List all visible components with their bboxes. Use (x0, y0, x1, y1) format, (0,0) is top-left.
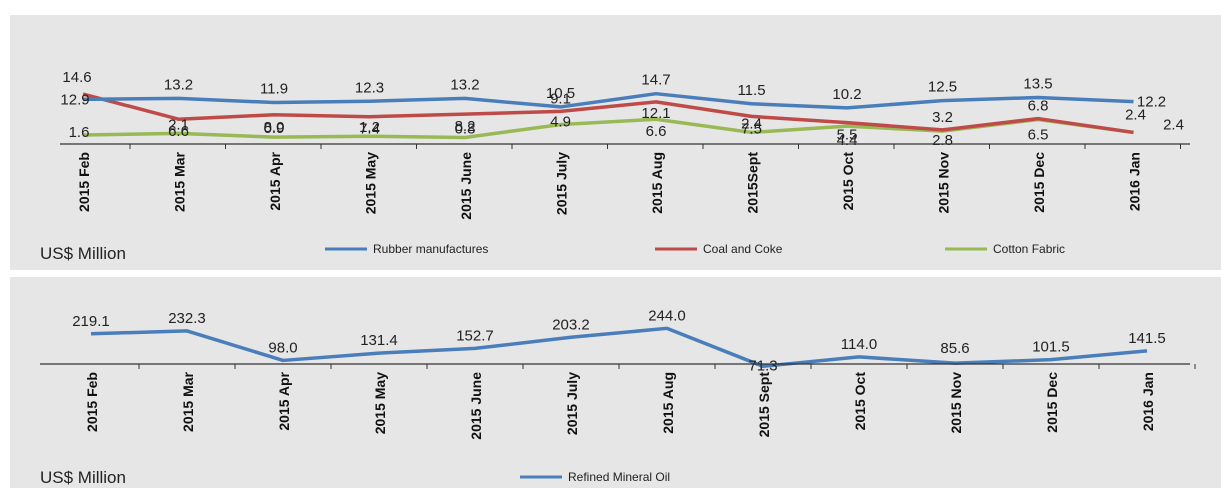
series-line-refined-mineral-oil (90, 326, 1148, 369)
data-label: 219.1 (72, 313, 110, 330)
x-tick-label: 2015 Sept (756, 372, 772, 438)
x-tick-label: 2015 Aug (660, 372, 676, 434)
data-label: 12.9 (60, 91, 89, 108)
x-tick-label: 2015 Feb (76, 152, 92, 212)
data-label: 1.6 (69, 124, 90, 141)
data-label: 11.9 (260, 81, 288, 98)
data-label: 2.4 (741, 115, 762, 132)
data-label: 244.0 (648, 307, 686, 324)
x-tick-label: 2015 Apr (276, 371, 292, 430)
data-label: 14.7 (641, 72, 670, 89)
data-label: 232.3 (168, 310, 206, 327)
data-label: 11.5 (737, 82, 765, 99)
x-tick-label: 2015 Mar (172, 151, 188, 211)
data-label: 4.9 (550, 114, 571, 131)
data-label: 4.4 (837, 132, 858, 149)
data-label: 101.5 (1032, 339, 1070, 356)
data-label: 12.5 (928, 79, 957, 96)
data-label: 6.8 (1028, 98, 1049, 115)
data-label: 98.0 (268, 339, 297, 356)
data-label: 85.6 (940, 340, 969, 357)
legend-label: Coal and Coke (703, 242, 783, 256)
chart-panel-refined-oil (10, 277, 1221, 488)
x-tick-label: 2015Sept (745, 152, 761, 214)
x-tick-label: 2015 May (363, 152, 379, 214)
x-tick-label: 2015 Nov (948, 372, 964, 434)
legend-label: Refined Mineral Oil (568, 470, 670, 484)
data-label: 6.6 (168, 123, 189, 140)
x-tick-label: 2016 Jan (1127, 152, 1143, 211)
series-line-cotton-fabric (82, 117, 1134, 140)
unit-label-1: US$ Million (40, 244, 126, 263)
x-tick-label: 2015 Feb (84, 372, 100, 432)
x-tick-label: 2015 June (458, 152, 474, 220)
data-label: 7.4 (359, 121, 380, 138)
data-label: 9.1 (550, 90, 571, 107)
x-tick-label: 2015 Apr (267, 151, 283, 210)
data-label: 6.5 (1028, 127, 1049, 144)
unit-label-2: US$ Million (40, 468, 126, 487)
x-tick-label: 2015 Oct (852, 372, 868, 431)
data-label: 7.5 (741, 120, 762, 137)
data-label: 10.2 (832, 86, 861, 103)
x-tick-label: 2015 May (372, 372, 388, 434)
data-label: 8.2 (455, 118, 476, 135)
chart-panel-exports (10, 15, 1221, 270)
x-tick-label: 2015 July (554, 152, 570, 215)
x-tick-label: 2015 Oct (840, 152, 856, 211)
x-tick-label: 2015 Dec (1031, 152, 1047, 213)
data-label: 152.7 (456, 327, 494, 344)
x-tick-label: 2015 Mar (180, 371, 196, 431)
data-label: 10.5 (546, 85, 575, 102)
series-line-coal-and-coke (82, 92, 1134, 135)
data-label: 71.3 (748, 357, 777, 374)
data-label: 114.0 (841, 336, 877, 353)
data-label: 12.1 (641, 105, 670, 122)
x-tick-label: 2015 Dec (1044, 372, 1060, 433)
data-label: 14.6 (62, 69, 91, 86)
data-label: 2.4 (1163, 116, 1184, 133)
x-tick-label: 2015 July (564, 372, 580, 435)
x-tick-label: 2015 June (468, 372, 484, 440)
x-tick-label: 2015 Aug (649, 152, 665, 214)
data-label: 3.2 (932, 109, 953, 126)
data-label: 12.2 (1137, 94, 1166, 111)
data-label: 131.4 (360, 332, 398, 349)
data-label: 5.5 (837, 127, 858, 144)
data-label: 2.4 (1125, 106, 1146, 123)
x-tick-label: 2015 Nov (936, 152, 952, 214)
data-label: 2.8 (932, 132, 953, 149)
data-label: 13.2 (450, 76, 479, 93)
data-label: 6.6 (646, 123, 667, 140)
data-label: 0.9 (264, 120, 285, 137)
data-label: 13.5 (1023, 75, 1052, 92)
data-label: 1.2 (359, 119, 380, 136)
data-label: 203.2 (552, 316, 590, 333)
series-line-rubber-manufactures (82, 91, 1134, 110)
data-label: 13.2 (164, 76, 193, 93)
data-label: 0.8 (455, 120, 476, 137)
data-label: 141.5 (1128, 330, 1166, 347)
legend-label: Rubber manufactures (373, 242, 488, 256)
data-label: 8.0 (264, 119, 285, 136)
data-label: 2.1 (168, 116, 189, 133)
legend-label: Cotton Fabric (993, 242, 1065, 256)
x-tick-label: 2016 Jan (1140, 372, 1156, 431)
data-label: 12.3 (355, 79, 384, 96)
